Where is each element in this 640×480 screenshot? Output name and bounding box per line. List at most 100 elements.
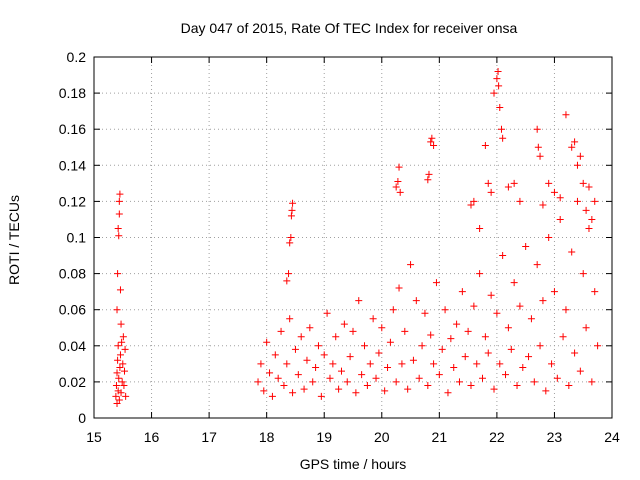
data-point — [424, 382, 432, 390]
chart-title: Day 047 of 2015, Rate Of TEC Index for r… — [181, 20, 518, 36]
data-point — [573, 161, 581, 169]
data-point — [550, 288, 558, 296]
data-point — [427, 138, 435, 146]
data-point — [510, 179, 518, 187]
data-point — [355, 297, 363, 305]
data-point — [118, 338, 126, 346]
data-point — [542, 387, 550, 395]
data-point — [594, 342, 602, 350]
data-points — [112, 67, 602, 408]
data-point — [274, 374, 282, 382]
data-point — [340, 320, 348, 328]
data-point — [285, 270, 293, 278]
y-tick-label: 0.1 — [67, 230, 87, 246]
data-point — [513, 382, 521, 390]
data-point — [516, 197, 524, 205]
data-point — [117, 389, 125, 397]
data-point — [487, 291, 495, 299]
data-point — [300, 385, 308, 393]
data-point — [432, 279, 440, 287]
data-point — [389, 306, 397, 314]
data-point — [115, 197, 123, 205]
data-point — [490, 89, 498, 97]
y-tick-label: 0.18 — [59, 85, 86, 101]
data-point — [424, 176, 432, 184]
data-point — [470, 302, 478, 310]
data-point — [576, 152, 584, 160]
data-point — [320, 351, 328, 359]
data-point — [363, 382, 371, 390]
data-point — [585, 183, 593, 191]
data-point — [381, 387, 389, 395]
data-point — [585, 224, 593, 232]
data-point — [346, 353, 354, 361]
data-point — [378, 324, 386, 332]
data-point — [409, 356, 417, 364]
data-point — [114, 270, 122, 278]
data-point — [118, 378, 126, 386]
data-point — [369, 315, 377, 323]
data-point — [568, 143, 576, 151]
data-point — [384, 363, 392, 371]
y-tick-label: 0.14 — [59, 157, 86, 173]
data-point — [499, 252, 507, 260]
data-point — [317, 392, 325, 400]
data-point — [484, 179, 492, 187]
data-point — [415, 374, 423, 382]
data-point — [591, 288, 599, 296]
data-point — [120, 382, 128, 390]
data-point — [116, 286, 124, 294]
data-point — [582, 324, 590, 332]
data-point — [522, 243, 530, 251]
data-point — [539, 201, 547, 209]
data-point — [444, 389, 452, 397]
data-point — [122, 392, 130, 400]
data-point — [349, 327, 357, 335]
data-point — [481, 141, 489, 149]
data-point — [533, 261, 541, 269]
data-point — [263, 338, 271, 346]
data-point — [438, 345, 446, 353]
data-point — [519, 363, 527, 371]
data-point — [303, 356, 311, 364]
data-point — [375, 349, 383, 357]
data-point — [591, 197, 599, 205]
data-point — [114, 356, 122, 364]
y-tick-label: 0.2 — [67, 49, 87, 65]
x-axis-label: GPS time / hours — [300, 456, 407, 472]
data-point — [119, 360, 127, 368]
y-tick-label: 0.08 — [59, 266, 86, 282]
data-point — [287, 212, 295, 220]
data-point — [394, 178, 402, 186]
data-point — [562, 306, 570, 314]
data-point — [418, 342, 426, 350]
data-point — [487, 188, 495, 196]
data-point — [114, 224, 122, 232]
data-point — [112, 392, 120, 400]
data-point — [396, 188, 404, 196]
data-point — [447, 335, 455, 343]
data-point — [119, 333, 127, 341]
data-point — [470, 197, 478, 205]
data-point — [291, 345, 299, 353]
x-tick-label: 18 — [259, 429, 275, 445]
data-point — [467, 382, 475, 390]
x-tick-label: 15 — [86, 429, 102, 445]
data-point — [337, 367, 345, 375]
data-point — [464, 327, 472, 335]
data-point — [527, 315, 535, 323]
data-point — [268, 392, 276, 400]
y-tick-label: 0.02 — [59, 374, 86, 390]
data-point — [395, 284, 403, 292]
x-tick-label: 22 — [489, 429, 505, 445]
data-point — [286, 239, 294, 247]
data-point — [496, 360, 504, 368]
data-point — [453, 320, 461, 328]
data-point — [358, 371, 366, 379]
data-point — [497, 125, 505, 133]
data-point — [545, 179, 553, 187]
data-point — [283, 360, 291, 368]
data-point — [335, 385, 343, 393]
data-point — [114, 387, 122, 395]
